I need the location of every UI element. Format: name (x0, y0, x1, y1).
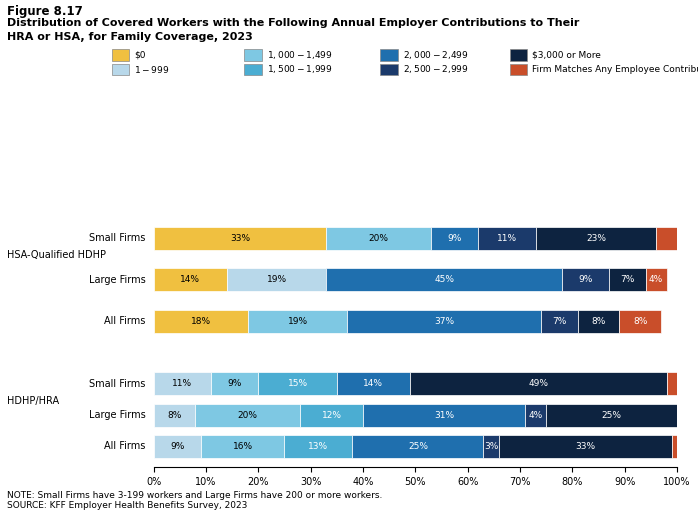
Text: 9%: 9% (578, 275, 593, 284)
Text: Firm Matches Any Employee Contribution: Firm Matches Any Employee Contribution (532, 65, 698, 74)
Bar (620, 310, 662, 333)
Bar (483, 435, 499, 458)
Bar (300, 404, 363, 427)
Bar (578, 310, 620, 333)
Text: Large Firms: Large Firms (89, 410, 146, 420)
Text: 14%: 14% (364, 380, 383, 388)
Text: Small Firms: Small Firms (89, 379, 146, 389)
Bar (327, 227, 431, 249)
Bar (431, 227, 478, 249)
Text: 9%: 9% (228, 380, 242, 388)
Bar (667, 372, 677, 395)
Bar (410, 372, 667, 395)
Bar (154, 372, 211, 395)
Text: HSA-Qualified HDHP: HSA-Qualified HDHP (7, 250, 106, 260)
Text: 18%: 18% (191, 317, 211, 326)
Bar (656, 227, 677, 249)
Text: 37%: 37% (434, 317, 454, 326)
Text: 49%: 49% (528, 380, 549, 388)
Text: Distribution of Covered Workers with the Following Annual Employer Contributions: Distribution of Covered Workers with the… (7, 18, 579, 28)
Text: All Firms: All Firms (104, 317, 146, 327)
Bar (525, 404, 547, 427)
Text: 9%: 9% (170, 442, 184, 451)
Text: 45%: 45% (434, 275, 454, 284)
Bar (248, 310, 348, 333)
Text: 8%: 8% (633, 317, 648, 326)
Text: 4%: 4% (649, 275, 663, 284)
Bar (536, 227, 656, 249)
Bar (348, 310, 541, 333)
Text: 16%: 16% (232, 442, 253, 451)
Bar (195, 404, 300, 427)
Text: 19%: 19% (267, 275, 287, 284)
Text: 23%: 23% (586, 234, 606, 243)
Text: 7%: 7% (620, 275, 634, 284)
Text: 3%: 3% (484, 442, 498, 451)
Text: $3,000 or More: $3,000 or More (532, 50, 601, 60)
Text: HRA or HSA, for Family Coverage, 2023: HRA or HSA, for Family Coverage, 2023 (7, 32, 253, 41)
Text: Small Firms: Small Firms (89, 233, 146, 243)
Text: 9%: 9% (447, 234, 462, 243)
Text: NOTE: Small Firms have 3-199 workers and Large Firms have 200 or more workers.
S: NOTE: Small Firms have 3-199 workers and… (7, 491, 383, 510)
Bar (327, 268, 562, 291)
Text: 7%: 7% (552, 317, 567, 326)
Bar (478, 227, 536, 249)
Bar (546, 404, 677, 427)
Text: 14%: 14% (180, 275, 200, 284)
Bar (211, 372, 258, 395)
Text: $0: $0 (134, 50, 145, 60)
Text: 19%: 19% (288, 317, 308, 326)
Text: Figure 8.17: Figure 8.17 (7, 5, 83, 18)
Text: 31%: 31% (434, 411, 454, 419)
Bar (671, 435, 677, 458)
Bar (609, 268, 646, 291)
Text: 20%: 20% (369, 234, 389, 243)
Text: 33%: 33% (575, 442, 595, 451)
Text: HDHP/HRA: HDHP/HRA (7, 395, 59, 406)
Text: Large Firms: Large Firms (89, 275, 146, 285)
Text: $1,500 - $1,999: $1,500 - $1,999 (267, 64, 332, 75)
Bar (258, 372, 336, 395)
Bar (337, 372, 410, 395)
Bar (352, 435, 483, 458)
Text: 25%: 25% (602, 411, 622, 419)
Text: $2,000 - $2,499: $2,000 - $2,499 (403, 49, 468, 61)
Text: 13%: 13% (309, 442, 329, 451)
Text: 20%: 20% (238, 411, 258, 419)
Text: 8%: 8% (168, 411, 181, 419)
Bar (227, 268, 327, 291)
Text: $1 - $999: $1 - $999 (134, 64, 170, 75)
Bar (154, 268, 227, 291)
Bar (154, 435, 201, 458)
Bar (363, 404, 525, 427)
Text: All Firms: All Firms (104, 442, 146, 452)
Text: 25%: 25% (408, 442, 428, 451)
Bar (646, 268, 667, 291)
Bar (562, 268, 609, 291)
Text: $2,500 - $2,999: $2,500 - $2,999 (403, 64, 468, 75)
Bar (201, 435, 285, 458)
Text: 15%: 15% (288, 380, 308, 388)
Text: 11%: 11% (497, 234, 517, 243)
Bar (154, 310, 248, 333)
Text: 11%: 11% (172, 380, 193, 388)
Text: 33%: 33% (230, 234, 250, 243)
Bar (285, 435, 352, 458)
Text: 8%: 8% (591, 317, 606, 326)
Text: 4%: 4% (528, 411, 543, 419)
Bar (499, 435, 671, 458)
Bar (154, 227, 327, 249)
Text: $1,000 - $1,499: $1,000 - $1,499 (267, 49, 332, 61)
Text: 12%: 12% (322, 411, 341, 419)
Bar (154, 404, 195, 427)
Bar (541, 310, 578, 333)
